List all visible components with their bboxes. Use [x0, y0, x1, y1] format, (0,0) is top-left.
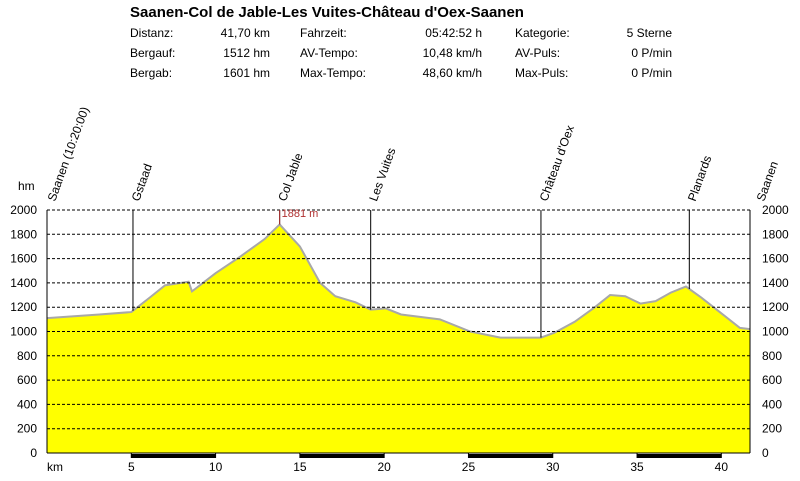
- y-tick-label-right: 2000: [762, 203, 789, 217]
- x-tick-label: 25: [462, 460, 476, 474]
- elevation-line: [46, 223, 751, 339]
- y-tick-label: 1600: [10, 252, 37, 266]
- y-tick-label: 200: [17, 422, 37, 436]
- stat-label: Bergauf:: [130, 46, 175, 60]
- y-axis-title: hm: [18, 179, 35, 193]
- stat-label: Max-Tempo:: [300, 66, 366, 80]
- stat-value: 0 P/min: [631, 66, 672, 80]
- y-tick-label: 0: [30, 446, 37, 460]
- stat-value: 1601 hm: [223, 66, 270, 80]
- stat-label: Fahrzeit:: [300, 26, 347, 40]
- x-axis-title: km: [47, 460, 63, 474]
- y-tick-label-right: 1200: [762, 300, 789, 314]
- y-tick-label-right: 1400: [762, 276, 789, 290]
- y-tick-label-right: 1000: [762, 325, 789, 339]
- y-tick-label: 1200: [10, 300, 37, 314]
- waypoint-label: Château d'Oex: [537, 123, 577, 203]
- y-tick-label-right: 800: [762, 349, 782, 363]
- x-tick-label: 30: [546, 460, 560, 474]
- stat-value: 05:42:52 h: [425, 26, 482, 40]
- x-tick-label: 20: [377, 460, 391, 474]
- y-tick-label-right: 1600: [762, 252, 789, 266]
- stat-label: Max-Puls:: [515, 66, 568, 80]
- peak-label: 1881 m: [282, 208, 319, 220]
- waypoint-label: Les Vuites: [366, 146, 398, 203]
- y-tick-label-right: 200: [762, 422, 782, 436]
- y-tick-label: 1800: [10, 227, 37, 241]
- stat-value: 1512 hm: [223, 46, 270, 60]
- y-tick-label: 600: [17, 373, 37, 387]
- stat-value: 10,48 km/h: [423, 46, 482, 60]
- waypoint-label: Col Jable: [275, 151, 305, 203]
- x-tick-label: 5: [128, 460, 135, 474]
- y-tick-label-right: 1800: [762, 227, 789, 241]
- title: Saanen-Col de Jable-Les Vuites-Château d…: [130, 4, 524, 21]
- stat-value: 41,70 km: [221, 26, 270, 40]
- x-tick-label: 35: [630, 460, 644, 474]
- stat-label: AV-Tempo:: [300, 46, 358, 60]
- stat-value: 48,60 km/h: [423, 66, 482, 80]
- y-tick-label: 1000: [10, 325, 37, 339]
- stat-label: AV-Puls:: [515, 46, 560, 60]
- scale-bar: [131, 454, 216, 458]
- y-tick-label: 2000: [10, 203, 37, 217]
- scale-bar: [299, 454, 385, 458]
- y-tick-label: 400: [17, 397, 37, 411]
- y-tick-label-right: 0: [762, 446, 769, 460]
- y-tick-label-right: 400: [762, 397, 782, 411]
- stat-label: Distanz:: [130, 26, 173, 40]
- stat-label: Kategorie:: [515, 26, 570, 40]
- stat-value: 5 Sterne: [627, 26, 673, 40]
- y-tick-label-right: 600: [762, 373, 782, 387]
- y-tick-label: 800: [17, 349, 37, 363]
- scale-bar: [637, 454, 722, 458]
- waypoint-label: Saanen (10:20:00): [45, 105, 92, 203]
- scale-bar: [468, 454, 553, 458]
- stat-value: 0 P/min: [631, 46, 672, 60]
- y-tick-label: 1400: [10, 276, 37, 290]
- waypoint-label: Gstaad: [129, 162, 155, 203]
- x-tick-label: 40: [715, 460, 729, 474]
- x-tick-label: 10: [209, 460, 223, 474]
- waypoint-label: Saanen: [754, 159, 781, 203]
- waypoint-label: Planards: [685, 154, 714, 203]
- stat-label: Bergab:: [130, 66, 172, 80]
- elevation-area: [47, 224, 750, 453]
- x-tick-label: 15: [293, 460, 307, 474]
